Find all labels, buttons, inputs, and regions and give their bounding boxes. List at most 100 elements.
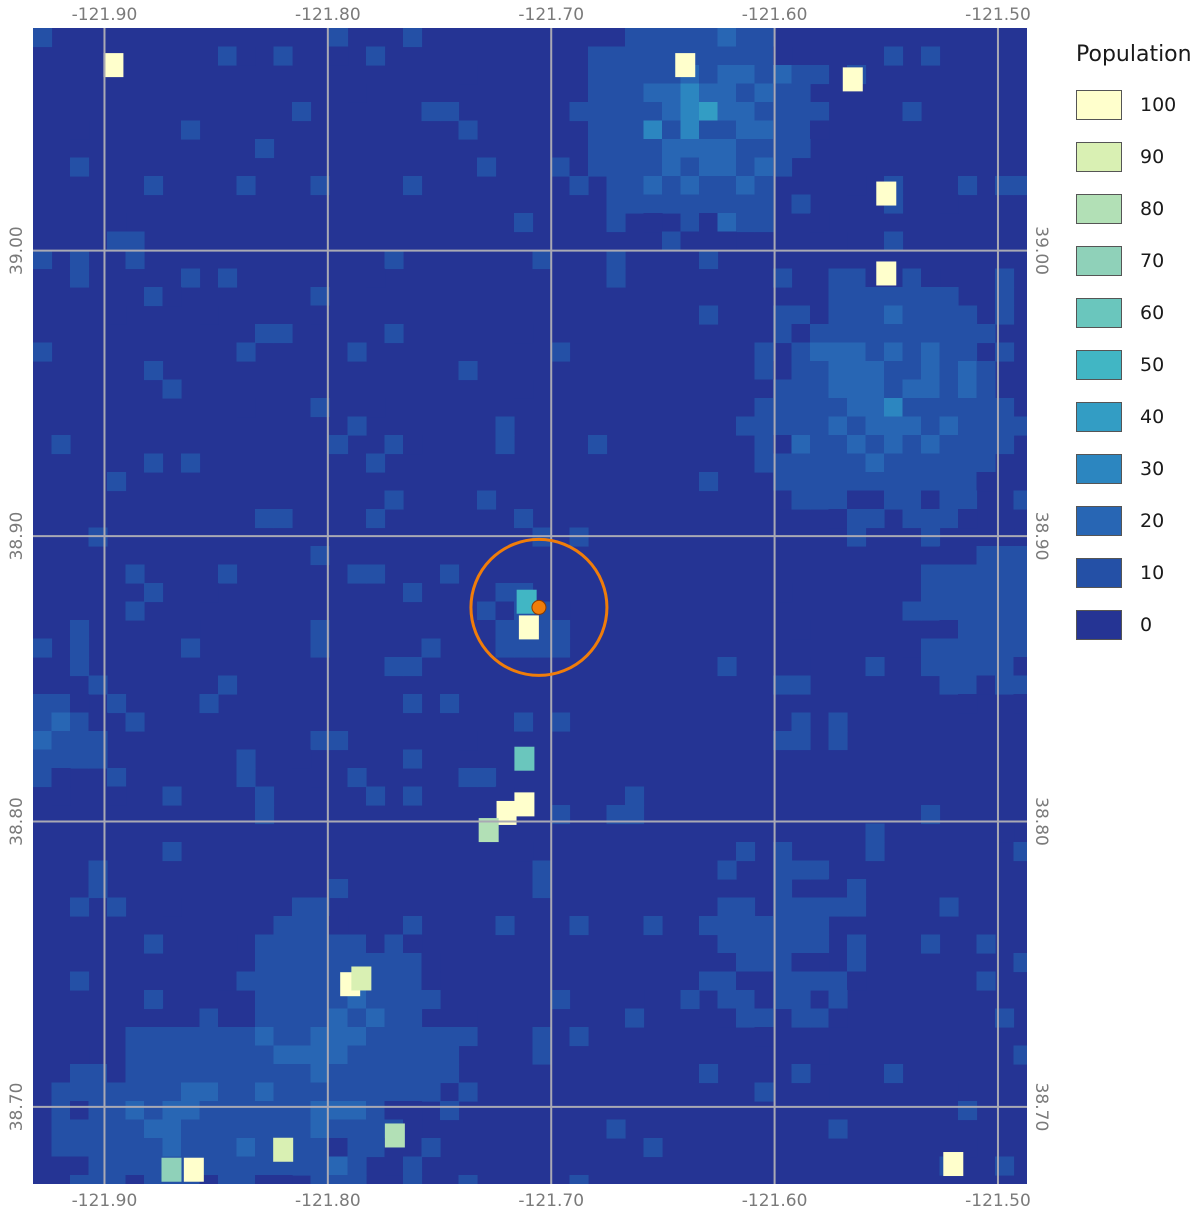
raster-cell	[625, 139, 644, 158]
raster-cell	[884, 47, 903, 66]
raster-cell	[940, 398, 959, 417]
raster-cell	[829, 731, 848, 750]
lat-tick-label-right: 39.00	[1031, 226, 1051, 275]
raster-cell	[588, 121, 607, 140]
raster-cell	[625, 990, 644, 1009]
raster-cell	[218, 1064, 237, 1083]
population-cell	[184, 1158, 204, 1182]
raster-cell	[921, 435, 940, 454]
raster-cell	[52, 768, 71, 787]
raster-cell	[792, 1009, 811, 1028]
raster-cell	[311, 639, 330, 658]
raster-cell	[903, 454, 922, 473]
raster-cell	[144, 1083, 163, 1102]
raster-cell	[866, 343, 885, 362]
raster-cell	[422, 1046, 441, 1065]
raster-cell	[348, 1027, 367, 1046]
raster-cell	[977, 657, 996, 676]
raster-cell	[533, 250, 552, 269]
raster-cell	[329, 28, 348, 47]
raster-cell	[52, 750, 71, 769]
population-cell	[161, 1158, 181, 1182]
raster-cell	[958, 417, 977, 436]
raster-cell	[107, 1101, 126, 1120]
raster-cell	[237, 972, 256, 991]
raster-cell	[588, 139, 607, 158]
raster-cell	[366, 47, 385, 66]
raster-cell	[459, 1083, 478, 1102]
lon-tick-label-top: -121.60	[742, 5, 808, 25]
raster-cell	[810, 306, 829, 325]
raster-cell	[403, 972, 422, 991]
raster-cell	[274, 1046, 293, 1065]
raster-cell	[533, 1027, 552, 1046]
raster-cell	[422, 990, 441, 1009]
raster-cell	[958, 620, 977, 639]
raster-cell	[810, 935, 829, 954]
raster-cell	[200, 306, 219, 325]
raster-cell	[514, 213, 533, 232]
raster-cell	[1014, 417, 1028, 436]
raster-cell	[699, 28, 718, 47]
raster-cell	[792, 676, 811, 695]
legend-items: 100 90 80 70 60 50 40 30 20 10 0	[1076, 79, 1194, 651]
raster-cell	[773, 990, 792, 1009]
raster-cell	[218, 1009, 237, 1028]
raster-cell	[921, 343, 940, 362]
raster-cell	[52, 435, 71, 454]
raster-cell	[625, 195, 644, 214]
raster-cell	[958, 398, 977, 417]
raster-cell	[792, 195, 811, 214]
raster-cell	[348, 1157, 367, 1176]
raster-cell	[292, 1083, 311, 1102]
raster-cell	[921, 583, 940, 602]
raster-cell	[866, 398, 885, 417]
raster-cell	[792, 343, 811, 362]
raster-cell	[255, 509, 274, 528]
raster-cell	[792, 121, 811, 140]
raster-cell	[403, 1083, 422, 1102]
raster-cell	[903, 287, 922, 306]
raster-cell	[70, 657, 89, 676]
raster-cell	[829, 361, 848, 380]
raster-cell	[940, 620, 959, 639]
raster-cell	[644, 195, 663, 214]
legend-label: 30	[1140, 458, 1164, 480]
raster-cell	[940, 435, 959, 454]
raster-cell	[144, 1120, 163, 1139]
raster-cell	[810, 454, 829, 473]
raster-cell	[718, 657, 737, 676]
raster-cell	[70, 1120, 89, 1139]
raster-cell	[366, 1101, 385, 1120]
raster-cell	[366, 269, 385, 288]
raster-cell	[181, 1120, 200, 1139]
raster-cell	[311, 176, 330, 195]
raster-cell	[181, 1064, 200, 1083]
legend-item: 50	[1076, 339, 1194, 391]
raster-cell	[311, 972, 330, 991]
raster-cell	[70, 972, 89, 991]
raster-cell	[403, 990, 422, 1009]
raster-cell	[107, 694, 126, 713]
raster-cell	[70, 620, 89, 639]
raster-cell	[607, 250, 626, 269]
raster-cell	[107, 1120, 126, 1139]
raster-cell	[718, 84, 737, 103]
raster-cell	[588, 435, 607, 454]
raster-cell	[847, 935, 866, 954]
raster-cell	[736, 158, 755, 177]
raster-cell	[958, 343, 977, 362]
raster-cell	[107, 768, 126, 787]
raster-cell	[1014, 176, 1028, 195]
raster-cell	[459, 361, 478, 380]
raster-cell	[755, 28, 774, 47]
raster-cell	[903, 602, 922, 621]
raster-cell	[866, 287, 885, 306]
raster-cell	[255, 1157, 274, 1176]
raster-cell	[107, 1175, 126, 1184]
raster-cell	[884, 361, 903, 380]
raster-cell	[237, 176, 256, 195]
raster-cell	[792, 472, 811, 491]
raster-cell	[255, 1046, 274, 1065]
